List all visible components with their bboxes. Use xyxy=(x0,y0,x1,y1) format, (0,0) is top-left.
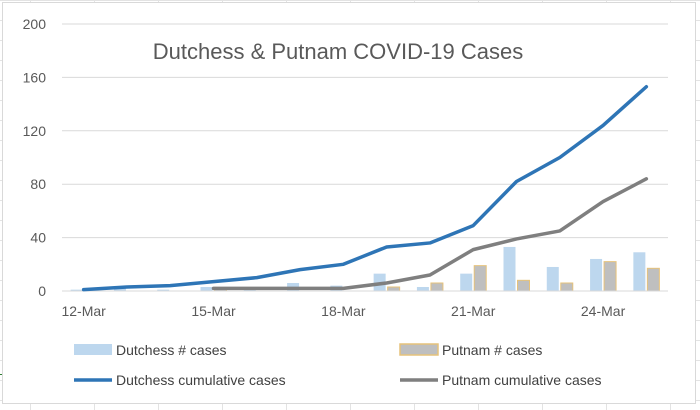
bar-putnam[interactable] xyxy=(560,282,574,292)
bar-dutchess[interactable] xyxy=(113,288,126,291)
x-axis-ticks: 12-Mar 15-Mar 18-Mar 21-Mar 24-Mar xyxy=(61,303,625,319)
y-axis-ticks: 0 40 80 120 160 200 xyxy=(23,16,47,299)
x-tick-label: 18-Mar xyxy=(321,303,366,319)
bar-dutchess[interactable] xyxy=(503,246,516,291)
line-dutchess-cumulative[interactable] xyxy=(81,84,649,292)
bars xyxy=(70,246,660,292)
line-putnam-cumulative[interactable] xyxy=(211,177,649,291)
bar-putnam[interactable] xyxy=(646,267,660,292)
bar-putnam[interactable] xyxy=(430,282,444,292)
bar-dutchess[interactable] xyxy=(200,286,213,291)
legend-label-putnam-cumulative: Putnam cumulative cases xyxy=(442,372,602,388)
bar-putnam[interactable] xyxy=(603,261,617,292)
bar-dutchess[interactable] xyxy=(460,273,473,291)
x-tick-label: 24-Mar xyxy=(581,303,626,319)
x-tick-label: 12-Mar xyxy=(61,303,106,319)
bar-dutchess[interactable] xyxy=(70,289,83,291)
bar-dutchess[interactable] xyxy=(416,286,429,291)
legend-key-dutchess-cases xyxy=(74,344,112,355)
legend-label-dutchess-cases: Dutchess # cases xyxy=(116,342,227,358)
y-tick-label: 80 xyxy=(30,176,46,192)
bar-dutchess[interactable] xyxy=(590,258,603,291)
y-tick-label: 160 xyxy=(23,69,47,85)
legend-label-putnam-cases: Putnam # cases xyxy=(442,342,542,358)
y-tick-label: 120 xyxy=(23,123,47,139)
bar-dutchess[interactable] xyxy=(546,266,559,291)
y-tick-label: 0 xyxy=(38,283,46,299)
x-tick-label: 21-Mar xyxy=(451,303,496,319)
y-tick-label: 40 xyxy=(30,230,46,246)
lines xyxy=(81,84,649,292)
chart-area[interactable] xyxy=(2,2,696,404)
bar-putnam[interactable] xyxy=(387,286,401,292)
legend: Dutchess # cases Putnam # cases Dutchess… xyxy=(74,342,602,388)
bar-putnam[interactable] xyxy=(473,265,487,292)
gridlines xyxy=(62,23,668,239)
legend-key-putnam-cases xyxy=(399,343,439,356)
bar-putnam[interactable] xyxy=(517,279,530,292)
bar-dutchess[interactable] xyxy=(157,289,170,291)
bar-dutchess[interactable] xyxy=(633,252,646,291)
chart-title: Dutchess & Putnam COVID-19 Cases xyxy=(153,39,523,64)
legend-label-dutchess-cumulative: Dutchess cumulative cases xyxy=(116,372,286,388)
y-tick-label: 200 xyxy=(23,16,47,32)
x-tick-label: 15-Mar xyxy=(191,303,236,319)
